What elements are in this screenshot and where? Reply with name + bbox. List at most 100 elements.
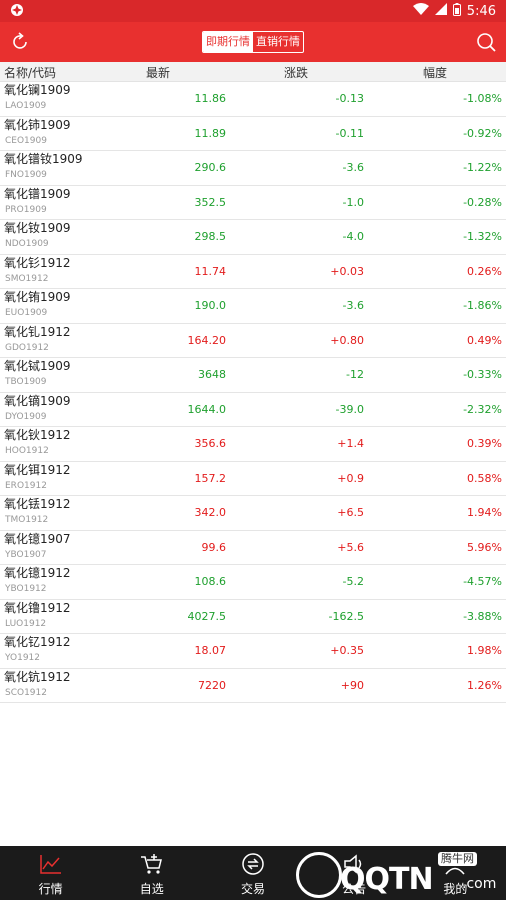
table-row[interactable]: 氧化钕1909 NDO1909 298.5 -4.0 -1.32%	[0, 220, 506, 255]
product-code: GDO1912	[5, 342, 49, 353]
table-row[interactable]: 氧化铕1909 EUO1909 190.0 -3.6 -1.86%	[0, 289, 506, 324]
search-icon	[477, 33, 496, 52]
price-change: -5.2	[342, 575, 364, 588]
status-left	[10, 2, 24, 21]
table-row[interactable]: 氧化钬1912 HOO1912 356.6 +1.4 0.39%	[0, 427, 506, 462]
product-name: 氧化镥1912	[4, 600, 71, 615]
change-percent: 0.49%	[467, 333, 502, 347]
price-change: +0.9	[337, 471, 364, 485]
product-code: CEO1909	[5, 135, 47, 146]
column-latest[interactable]: 最新	[146, 66, 171, 80]
product-code: DYO1909	[5, 411, 47, 422]
table-row[interactable]: 氧化铽1909 TBO1909 3648 -12 -0.33%	[0, 358, 506, 393]
product-name: 氧化钬1912	[4, 428, 71, 442]
product-code: SCO1912	[5, 687, 47, 698]
product-code: YBO1907	[5, 549, 47, 560]
table-row[interactable]: 氧化钪1912 SCO1912 7220 +90 1.26%	[0, 668, 506, 703]
product-code: FNO1909	[5, 170, 47, 180]
price-change: -39.0	[335, 402, 364, 416]
product-name: 氧化钪1912	[4, 669, 71, 684]
nav-label: 我的	[443, 882, 468, 896]
table-row[interactable]: 氧化镱1912 YBO1912 108.6 -5.2 -4.57%	[0, 565, 506, 600]
table-row[interactable]: 氧化钇1912 YO1912 18.07 +0.35 1.98%	[0, 634, 506, 669]
change-percent: 0.58%	[467, 471, 502, 485]
change-percent: -0.28%	[463, 195, 502, 209]
product-name: 氧化铈1909	[4, 117, 71, 132]
search-button[interactable]	[474, 30, 498, 54]
change-percent: 1.94%	[467, 506, 502, 519]
change-percent: -3.88%	[463, 609, 502, 623]
price-change: -162.5	[328, 609, 364, 623]
site-watermark: QQTN 腾牛网 .com	[296, 848, 502, 900]
latest-price: 290.6	[194, 161, 227, 174]
change-percent: -1.32%	[463, 230, 502, 243]
product-code: LUO1912	[5, 618, 47, 629]
table-row[interactable]: 氧化铒1912 ERO1912 157.2 +0.9 0.58%	[0, 461, 506, 496]
product-name: 氧化钐1912	[4, 255, 71, 270]
product-code: LAO1909	[5, 101, 47, 111]
table-row[interactable]: 氧化镝1909 DYO1909 1644.0 -39.0 -2.32%	[0, 392, 506, 427]
table-row[interactable]: 氧化镥1912 LUO1912 4027.5 -162.5 -3.88%	[0, 599, 506, 634]
change-percent: -4.57%	[463, 575, 502, 588]
product-code: YBO1912	[5, 584, 47, 594]
column-change[interactable]: 涨跌	[284, 66, 309, 80]
change-percent: 0.26%	[467, 264, 502, 278]
latest-price: 11.74	[194, 264, 227, 278]
tab-spot-market[interactable]: 即期行情	[203, 32, 253, 52]
change-percent: -2.32%	[463, 402, 502, 416]
latest-price: 298.5	[194, 230, 227, 243]
tab-direct-market[interactable]: 直销行情	[256, 35, 300, 48]
latest-price: 1644.0	[187, 402, 227, 416]
market-tabs: 即期行情 直销行情	[202, 31, 304, 53]
price-change: +0.35	[330, 644, 364, 657]
price-change: +90	[340, 678, 364, 692]
watermark-badge: 腾牛网	[438, 852, 477, 866]
product-code: TMO1912	[5, 515, 49, 525]
product-name: 氧化钆1912	[4, 324, 71, 339]
signal-icon	[434, 3, 447, 19]
bottom-nav: 行情 自选 交易 公告	[0, 846, 506, 900]
change-percent: -1.86%	[463, 299, 502, 312]
table-row[interactable]: 氧化镧1909 LAO1909 11.86 -0.13 -1.08%	[0, 82, 506, 117]
table-row[interactable]: 氧化镨1909 PRO1909 352.5 -1.0 -0.28%	[0, 185, 506, 220]
status-bar: 5:46	[0, 0, 506, 22]
column-header: 名称/代码 最新 涨跌 幅度	[0, 62, 506, 82]
product-name: 氧化镝1909	[4, 393, 71, 408]
price-change: -1.0	[342, 195, 364, 209]
latest-price: 157.2	[194, 471, 227, 485]
table-row[interactable]: 氧化钆1912 GDO1912 164.20 +0.80 0.49%	[0, 323, 506, 358]
product-code: EUO1909	[5, 308, 48, 318]
change-percent: -1.08%	[463, 92, 502, 105]
nav-trade[interactable]: 交易	[202, 846, 303, 900]
exchange-icon	[240, 852, 266, 876]
nav-market[interactable]: 行情	[0, 846, 101, 900]
change-percent: -0.33%	[463, 368, 502, 381]
column-percent[interactable]: 幅度	[423, 66, 448, 80]
table-row[interactable]: 氧化钐1912 SMO1912 11.74 +0.03 0.26%	[0, 254, 506, 289]
nav-notice[interactable]: 公告	[304, 846, 405, 900]
battery-icon	[452, 2, 461, 20]
product-name: 氧化钇1912	[4, 635, 71, 649]
notification-icon	[10, 2, 24, 21]
latest-price: 164.20	[187, 333, 227, 347]
latest-price: 356.6	[194, 437, 227, 450]
product-name: 氧化镱1912	[4, 566, 71, 580]
price-change: -4.0	[342, 230, 364, 243]
product-name: 氧化镨1909	[4, 186, 71, 201]
product-code: ERO1912	[5, 480, 47, 491]
table-row[interactable]: 氧化镱1907 YBO1907 99.6 +5.6 5.96%	[0, 530, 506, 565]
change-percent: 1.26%	[467, 678, 502, 692]
latest-price: 7220	[198, 678, 226, 692]
table-row[interactable]: 氧化铥1912 TMO1912 342.0 +6.5 1.94%	[0, 496, 506, 531]
table-row[interactable]: 氧化铈1909 CEO1909 11.89 -0.11 -0.92%	[0, 116, 506, 151]
speaker-icon	[341, 852, 367, 876]
product-code: SMO1912	[5, 273, 49, 284]
chart-line-icon	[38, 852, 64, 876]
nav-watchlist[interactable]: 自选	[101, 846, 202, 900]
latest-price: 352.5	[194, 195, 227, 209]
table-row[interactable]: 氧化镨钕1909 FNO1909 290.6 -3.6 -1.22%	[0, 151, 506, 186]
refresh-button[interactable]	[8, 30, 32, 54]
change-percent: -1.22%	[463, 161, 502, 174]
latest-price: 190.0	[194, 299, 227, 312]
app-header: 即期行情 直销行情	[0, 22, 506, 62]
